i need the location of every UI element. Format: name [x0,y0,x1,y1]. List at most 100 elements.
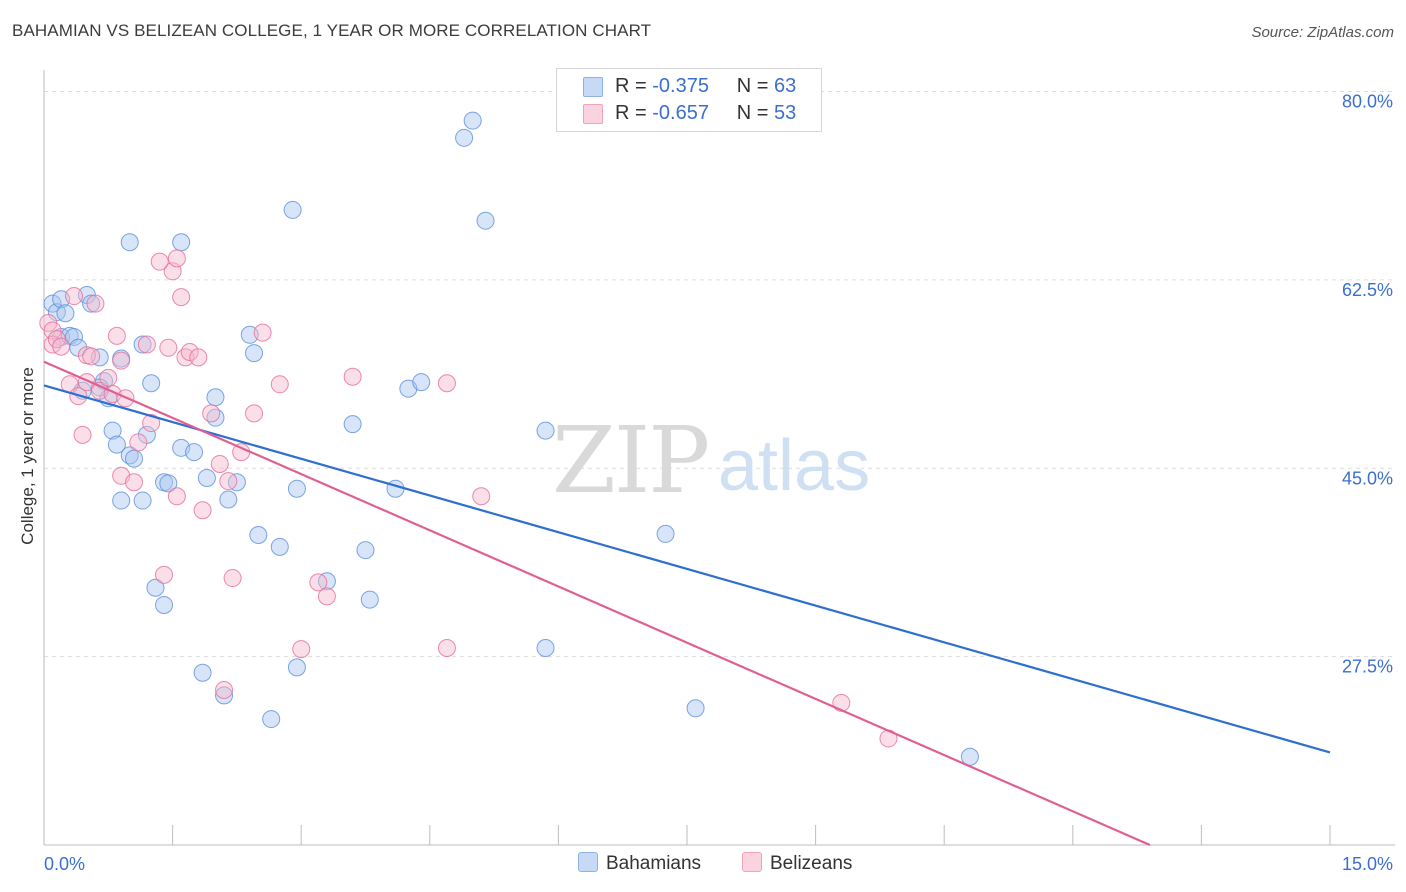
legend-label: Bahamians [606,853,702,874]
bahamians-point [287,479,306,498]
belizeans-point [437,639,456,658]
bahamians-trend-line [43,384,1331,754]
belizeans-legend-swatch [742,852,762,872]
y-tick-label: 80.0% [1342,92,1393,112]
belizeans-point [210,454,229,473]
belizeans-point [223,569,242,588]
bahamians-point [155,595,174,614]
belizeans-point [155,565,174,584]
y-tick-label: 45.0% [1342,468,1393,488]
bahamians-point [386,479,405,498]
belizeans-point [437,374,456,393]
belizeans-point [167,487,186,506]
belizeans-point [193,501,212,520]
y-axis-label: College, 1 year or more [18,367,37,545]
n-label: N = [736,102,769,124]
bahamians-point [343,415,362,434]
watermark-zip: ZIP [552,407,708,514]
watermark-atlas: atlas [718,426,870,506]
belizeans-point [142,414,161,433]
belizeans-point [270,375,289,394]
legend-item-belizeans: Belizeans [742,852,852,875]
belizeans-point [245,404,264,423]
belizeans-point [309,573,328,592]
bahamians-point [262,710,281,729]
belizeans-trend-line [43,360,1151,847]
belizeans-point [82,347,101,366]
bahamians-point [455,128,474,147]
belizeans-point [472,487,491,506]
y-tick-label: 62.5% [1342,280,1393,300]
belizeans-point [167,249,186,268]
belizeans-point [125,473,144,492]
belizeans-point [73,425,92,444]
belizeans-point [129,433,148,452]
bahamians-point [476,211,495,230]
bahamians-point [107,435,126,454]
belizeans-point [86,294,105,313]
bahamians-swatch [583,77,603,97]
bahamians-point [360,590,379,609]
r-label: R = [615,75,647,97]
belizeans-point [180,343,199,362]
y-tick-label: 27.5% [1342,657,1393,677]
belizeans-point [43,321,62,340]
bahamians-point [686,699,705,718]
legend-item-bahamians: Bahamians [578,852,701,875]
belizeans-point [112,351,131,370]
belizeans-point [219,472,238,491]
bahamians-point [219,490,238,509]
bahamians-point [283,200,302,219]
belizeans-point [172,288,191,307]
legend-label: Belizeans [770,853,853,874]
n-label: N = [736,75,769,97]
stats-legend: R = -0.375 N = 63 R = -0.657 N = 53 [556,68,822,132]
belizeans-point [832,693,851,712]
bahamians-point [206,388,225,407]
bahamians-point [112,491,131,510]
belizeans-point [189,348,208,367]
belizeans-point [317,587,336,606]
n-value: 53 [774,102,797,124]
bahamians-point [245,344,264,363]
bahamians-point [82,294,101,313]
x-tick-label: 15.0% [1342,854,1393,874]
belizeans-point [107,326,126,345]
x-tick-label: 0.0% [44,854,85,874]
r-value: -0.375 [652,75,709,97]
r-label: R = [615,102,647,124]
bahamians-point [536,639,555,658]
source-label: Source: ZipAtlas.com [1251,24,1394,41]
bahamians-point [172,233,191,252]
belizeans-point [137,335,156,354]
bahamians-point [133,491,152,510]
bahamians-point [270,537,289,556]
belizeans-point [99,368,118,387]
chart-title: BAHAMIAN VS BELIZEAN COLLEGE, 1 YEAR OR … [12,21,652,40]
belizeans-point [253,323,272,342]
belizeans-swatch [583,104,603,124]
belizeans-point [150,252,169,271]
belizeans-point [292,640,311,659]
bahamians-point [142,374,161,393]
belizeans-point [52,337,71,356]
bahamians-point [215,686,234,705]
r-value: -0.657 [652,102,709,124]
bahamians-point [185,443,204,462]
bahamians-point [463,111,482,130]
bahamians-point [193,663,212,682]
bahamians-point [356,541,375,560]
bahamians-point [536,421,555,440]
bahamians-point [197,468,216,487]
n-value: 63 [774,75,797,97]
belizeans-point [215,681,234,699]
bahamians-point [43,294,62,313]
bahamians-point [120,233,139,252]
belizeans-point [343,367,362,386]
bahamians-point [133,335,152,354]
belizeans-point [159,338,178,357]
belizeans-point [202,404,221,423]
belizeans-point [65,287,84,306]
bahamians-point [146,578,165,597]
